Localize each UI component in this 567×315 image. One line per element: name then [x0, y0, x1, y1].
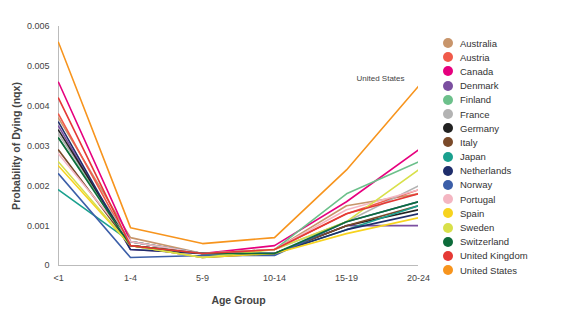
svg-text:15-19: 15-19: [335, 273, 358, 283]
svg-text:10-14: 10-14: [263, 273, 286, 283]
html-text:Sweden: Sweden: [460, 222, 495, 233]
svg-text:1-4: 1-4: [124, 273, 137, 283]
html-text:Switzerland: Switzerland: [460, 236, 510, 248]
svg-text:5-9: 5-9: [196, 273, 209, 283]
svg-text:0.002: 0.002: [27, 181, 50, 191]
html-text:Norway: Norway: [460, 179, 493, 191]
svg-text:United States: United States: [356, 74, 404, 83]
svg-text:20-24: 20-24: [407, 273, 430, 283]
html-text:Austria: Austria: [460, 51, 490, 63]
html-text:Japan: Japan: [460, 151, 486, 163]
html-text:Finland: Finland: [460, 94, 492, 106]
html-text:United States: United States: [460, 264, 517, 276]
html-text:Italy: Italy: [460, 136, 478, 148]
svg-text:0.003: 0.003: [27, 141, 50, 151]
html-text:Netherlands: Netherlands: [460, 165, 512, 177]
html-text:Portugal: Portugal: [460, 193, 496, 205]
svg-text:0.005: 0.005: [27, 61, 50, 71]
svg-text:0.001: 0.001: [27, 221, 50, 231]
svg-text:0.006: 0.006: [27, 21, 50, 31]
html-text:Spain: Spain: [460, 207, 485, 219]
html-text:Denmark: Denmark: [460, 80, 499, 92]
svg-text:0.004: 0.004: [27, 101, 50, 111]
svg-text:Probability of Dying (nqx): Probability of Dying (nqx): [10, 82, 22, 210]
html-text:France: France: [460, 108, 490, 120]
svg-text:Age Group: Age Group: [211, 294, 265, 306]
html-text:Germany: Germany: [460, 122, 500, 134]
svg-text:0: 0: [44, 260, 49, 270]
html-text:Canada: Canada: [460, 66, 494, 77]
html-text:United Kingdom: United Kingdom: [460, 250, 528, 262]
svg-text:<1: <1: [53, 273, 63, 283]
html-text:Australia: Australia: [460, 37, 497, 49]
